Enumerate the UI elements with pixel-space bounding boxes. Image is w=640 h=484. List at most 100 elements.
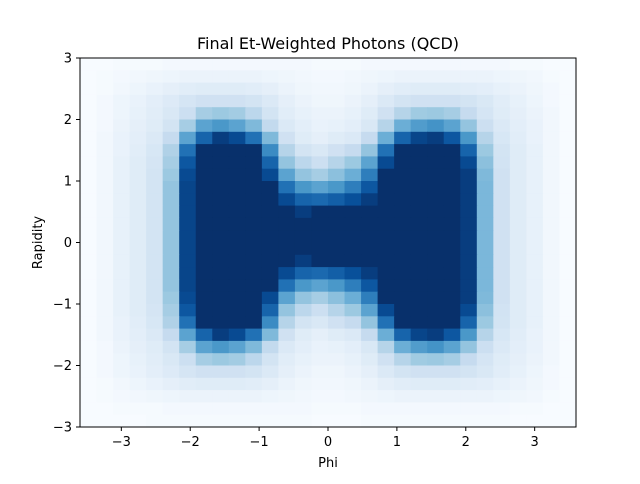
heatmap-cell	[179, 316, 197, 330]
heatmap-cell	[146, 402, 164, 416]
heatmap-cell	[526, 304, 544, 317]
heatmap-cell	[245, 131, 263, 145]
x-tick-label: −2	[181, 435, 200, 450]
heatmap-cell	[361, 131, 379, 145]
heatmap-cell	[328, 279, 346, 293]
heatmap-cell	[113, 168, 131, 182]
heatmap-cell	[460, 414, 478, 428]
heatmap-cell	[493, 279, 511, 293]
heatmap-cell	[261, 131, 279, 145]
heatmap-cell	[146, 82, 164, 96]
heatmap-cell	[113, 304, 131, 317]
heatmap-cell	[146, 291, 164, 305]
heatmap-cell	[526, 82, 544, 96]
heatmap-cell	[361, 328, 379, 342]
heatmap-cell	[410, 193, 428, 207]
heatmap-cell	[328, 291, 346, 305]
heatmap-cell	[80, 254, 98, 268]
heatmap-cell	[394, 217, 412, 231]
heatmap-cell	[179, 144, 197, 157]
heatmap-cell	[328, 144, 346, 157]
heatmap-cell	[328, 242, 346, 256]
heatmap-cell	[328, 316, 346, 330]
heatmap-cell	[427, 242, 445, 256]
heatmap-cell	[195, 131, 213, 145]
heatmap-cell	[96, 414, 114, 428]
heatmap-cell	[146, 316, 164, 330]
heatmap-cell	[427, 168, 445, 182]
heatmap-cell	[96, 254, 114, 268]
heatmap-cell	[344, 168, 362, 182]
heatmap-cell	[195, 377, 213, 391]
heatmap-cell	[328, 402, 346, 416]
heatmap-cell	[394, 328, 412, 342]
heatmap-cell	[377, 205, 395, 219]
heatmap-cell	[344, 304, 362, 317]
heatmap-cell	[228, 242, 246, 256]
heatmap-cell	[443, 414, 461, 428]
heatmap-cell	[410, 107, 428, 121]
heatmap-cell	[245, 82, 263, 96]
heatmap-cell	[162, 365, 180, 379]
heatmap-cell	[526, 414, 544, 428]
heatmap-cell	[493, 94, 511, 108]
heatmap-cell	[377, 119, 395, 133]
heatmap-cell	[212, 82, 230, 96]
heatmap-cell	[162, 242, 180, 256]
heatmap-cell	[80, 193, 98, 207]
heatmap-cell	[493, 304, 511, 317]
heatmap-cell	[559, 242, 577, 256]
heatmap-cell	[162, 402, 180, 416]
heatmap-cell	[245, 58, 263, 71]
heatmap-cell	[493, 58, 511, 71]
heatmap-cell	[113, 58, 131, 71]
heatmap-cell	[80, 414, 98, 428]
heatmap-cell	[361, 291, 379, 305]
heatmap-cell	[179, 94, 197, 108]
heatmap-cell	[427, 254, 445, 268]
heatmap-cell	[311, 107, 329, 121]
heatmap-cell	[228, 230, 246, 244]
heatmap-cell	[195, 70, 213, 84]
heatmap-cell	[476, 70, 494, 84]
heatmap-cell	[427, 304, 445, 317]
heatmap-cell	[129, 377, 147, 391]
heatmap-cell	[377, 168, 395, 182]
heatmap-cell	[278, 377, 296, 391]
heatmap-cell	[261, 181, 279, 194]
heatmap-cell	[294, 119, 313, 133]
heatmap-cell	[526, 119, 544, 133]
heatmap-cell	[443, 58, 461, 71]
heatmap-cell	[162, 217, 180, 231]
heatmap-cell	[278, 230, 296, 244]
heatmap-cell	[311, 340, 329, 354]
heatmap-cell	[311, 94, 329, 108]
heatmap-cell	[96, 328, 114, 342]
heatmap-cell	[80, 328, 98, 342]
heatmap-cell	[212, 390, 230, 403]
heatmap-cell	[311, 193, 329, 207]
heatmap-cell	[427, 119, 445, 133]
heatmap-cell	[113, 70, 131, 84]
heatmap-cell	[443, 181, 461, 194]
heatmap-cell	[476, 82, 494, 96]
heatmap-cell	[394, 254, 412, 268]
heatmap-cell	[228, 119, 246, 133]
heatmap-cell	[311, 205, 329, 219]
x-tick-label: 2	[462, 435, 470, 450]
heatmap-cell	[493, 70, 511, 84]
heatmap-cell	[195, 144, 213, 157]
heatmap-cell	[394, 279, 412, 293]
heatmap-cell	[542, 94, 561, 108]
heatmap-cell	[328, 119, 346, 133]
heatmap-cell	[476, 58, 494, 71]
heatmap-cell	[460, 82, 478, 96]
heatmap-cell	[146, 131, 164, 145]
heatmap-cell	[228, 291, 246, 305]
heatmap-cell	[542, 377, 561, 391]
heatmap-cell	[559, 193, 577, 207]
heatmap-cell	[179, 414, 197, 428]
heatmap-cell	[344, 82, 362, 96]
heatmap-cell	[361, 390, 379, 403]
heatmap-cell	[294, 82, 313, 96]
